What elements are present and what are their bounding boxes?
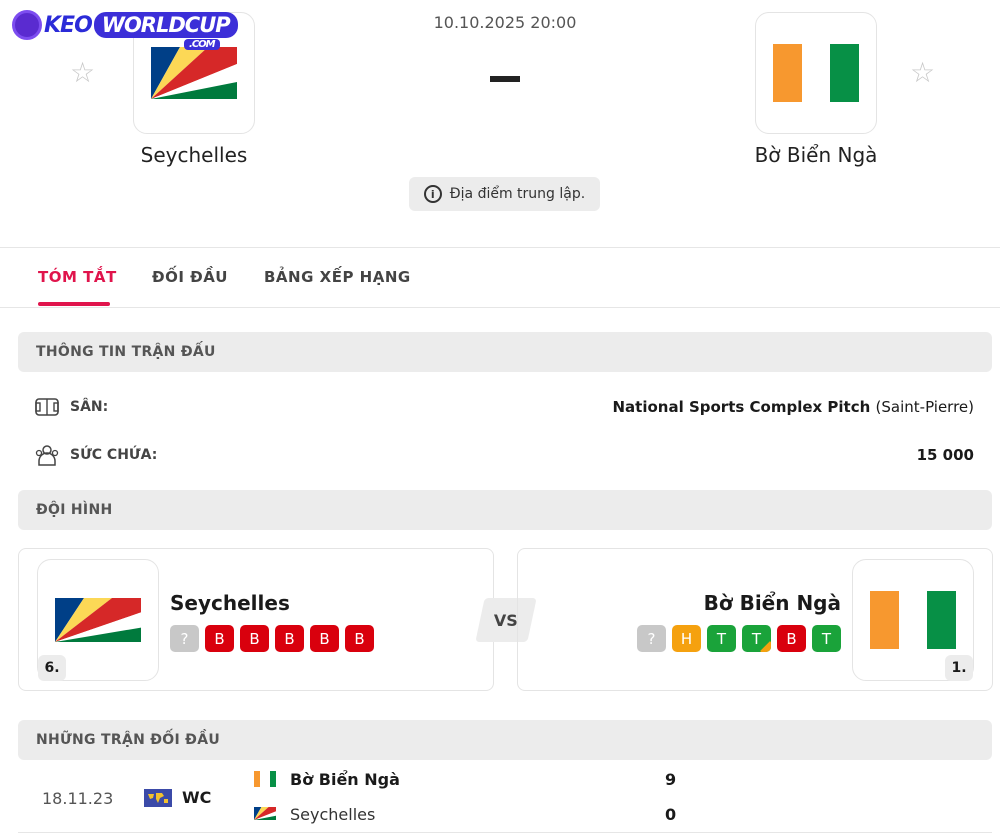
- world-competition-icon: [144, 789, 172, 807]
- tab-head-to-head[interactable]: ĐỐI ĐẦU: [152, 268, 228, 286]
- h2h-match-row[interactable]: 18.11.23 WC Bờ Biển Ngà 9 Seychelles 0: [18, 765, 992, 833]
- form-badge[interactable]: H: [672, 625, 701, 652]
- form-badge[interactable]: B: [205, 625, 234, 652]
- form-badge[interactable]: B: [777, 625, 806, 652]
- venue-name: National Sports Complex Pitch: [612, 398, 871, 416]
- crowd-icon: [35, 445, 59, 466]
- ivory-coast-flag-icon: [773, 44, 859, 102]
- venue-city: (Saint-Pierre): [875, 398, 974, 416]
- stadium-icon: [35, 398, 59, 416]
- venue-value: National Sports Complex Pitch (Saint-Pie…: [613, 398, 975, 416]
- h2h-team2: Seychelles: [290, 805, 376, 824]
- h2h-header: NHỮNG TRẬN ĐỐI ĐẦU: [18, 720, 992, 760]
- form-badge[interactable]: T: [707, 625, 736, 652]
- venue-label: SÂN:: [70, 399, 109, 415]
- ivory-coast-flag-icon: [870, 591, 956, 649]
- away-lineup-name: Bờ Biển Ngà: [703, 591, 841, 615]
- home-lineup-name: Seychelles: [170, 591, 290, 615]
- logo-domain: .COM: [184, 39, 220, 50]
- away-lineup-card[interactable]: 1. Bờ Biển Ngà ? H T T B T: [517, 548, 993, 691]
- away-form: ? H T T B T: [637, 625, 841, 652]
- form-badge[interactable]: B: [345, 625, 374, 652]
- capacity-label: SỨC CHỨA:: [70, 447, 158, 463]
- capacity-value: 15 000: [916, 446, 974, 464]
- home-rank: 6.: [38, 655, 66, 681]
- venue-row: SÂN: National Sports Complex Pitch (Sain…: [34, 396, 974, 418]
- form-badge[interactable]: B: [275, 625, 304, 652]
- lineup-header: ĐỘI HÌNH: [18, 490, 992, 530]
- form-badge[interactable]: ?: [170, 625, 199, 652]
- neutral-venue-text: Địa điểm trung lập.: [449, 186, 586, 202]
- h2h-team1: Bờ Biển Ngà: [290, 770, 400, 789]
- form-badge[interactable]: T: [812, 625, 841, 652]
- home-team-logo-small: 6.: [37, 559, 159, 681]
- divider: [0, 247, 1000, 248]
- soccer-ball-icon: [12, 10, 42, 40]
- logo-text: KEO: [44, 12, 93, 38]
- form-badge[interactable]: T: [742, 625, 771, 652]
- h2h-score2: 0: [665, 805, 677, 824]
- h2h-competition: WC: [182, 788, 212, 807]
- score-placeholder: [490, 76, 520, 82]
- form-badge[interactable]: B: [240, 625, 269, 652]
- form-badge[interactable]: B: [310, 625, 339, 652]
- home-form: ? B B B B B: [170, 625, 374, 652]
- tab-standings[interactable]: BẢNG XẾP HẠNG: [264, 268, 411, 286]
- ivory-coast-flag-icon: [254, 771, 276, 787]
- logo-badge: WORLDCUP .COM: [93, 12, 238, 50]
- tab-summary[interactable]: TÓM TẮT: [38, 268, 117, 286]
- divider: [0, 307, 1000, 308]
- away-team-name[interactable]: Bờ Biển Ngà: [754, 143, 878, 167]
- vs-text: VS: [494, 610, 518, 630]
- match-datetime: 10.10.2025 20:00: [433, 13, 577, 32]
- away-rank: 1.: [945, 655, 973, 681]
- form-badge[interactable]: ?: [637, 625, 666, 652]
- away-team-logo-small: 1.: [852, 559, 974, 681]
- capacity-row: SỨC CHỨA: 15 000: [34, 443, 974, 467]
- h2h-date: 18.11.23: [42, 789, 114, 808]
- home-team-name[interactable]: Seychelles: [140, 143, 248, 167]
- home-lineup-card[interactable]: 6. Seychelles ? B B B B B: [18, 548, 494, 691]
- neutral-venue-badge: i Địa điểm trung lập.: [409, 177, 600, 211]
- form-badge-corner: [760, 641, 771, 652]
- away-team-logo[interactable]: [755, 12, 877, 134]
- info-icon: i: [423, 185, 442, 203]
- seychelles-flag-icon: [55, 598, 141, 642]
- active-tab-indicator: [38, 302, 110, 306]
- site-logo[interactable]: KEO WORLDCUP .COM: [12, 10, 238, 50]
- seychelles-flag-icon: [254, 807, 276, 820]
- match-info-header: THÔNG TIN TRẬN ĐẤU: [18, 332, 992, 372]
- h2h-score1: 9: [665, 770, 677, 789]
- favorite-away-star-icon[interactable]: ☆: [910, 56, 936, 89]
- favorite-home-star-icon[interactable]: ☆: [70, 56, 96, 89]
- seychelles-flag-icon: [151, 47, 237, 99]
- logo-text-2: WORLDCUP: [101, 13, 231, 37]
